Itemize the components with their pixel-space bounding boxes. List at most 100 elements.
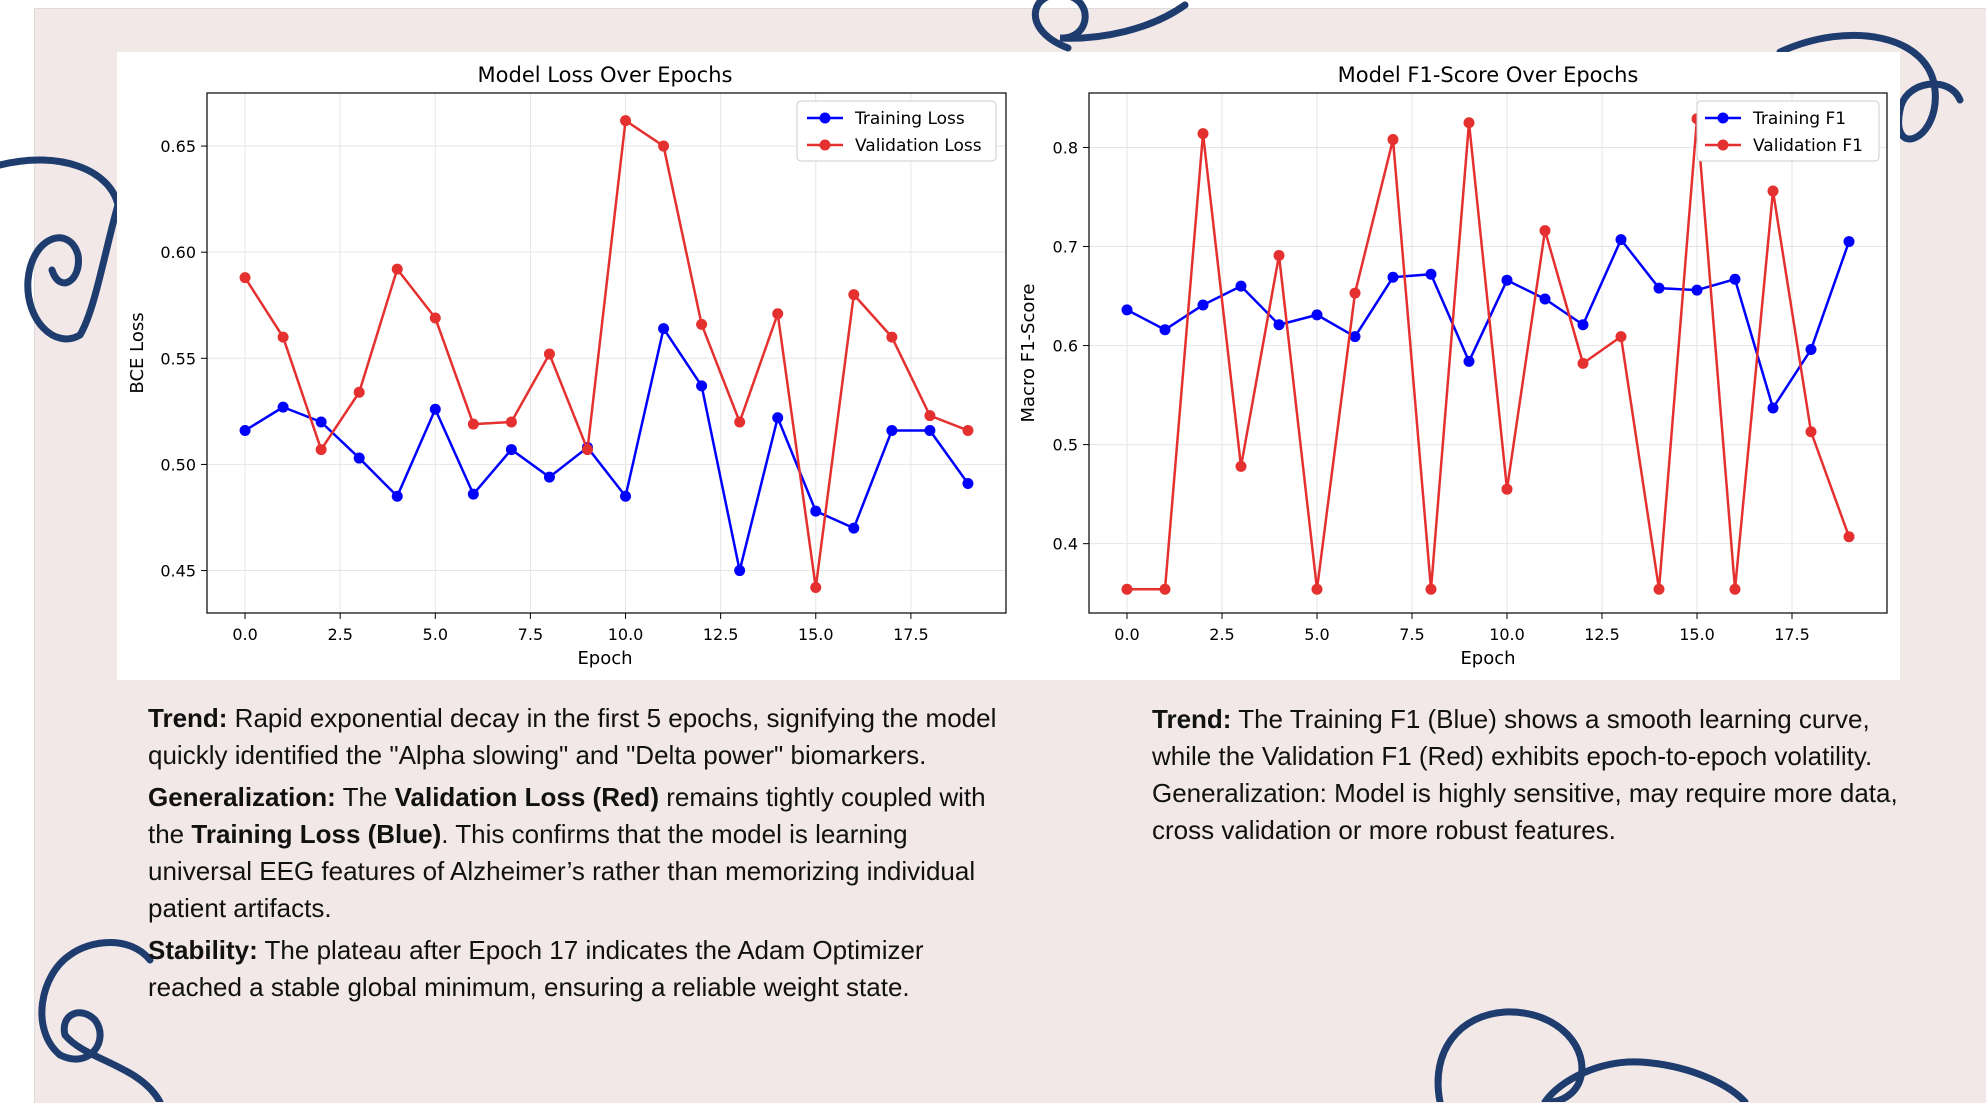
f1-x-tick-label: 17.5 [1774, 625, 1810, 644]
loss-x-tick-label: 12.5 [703, 625, 739, 644]
f1-validation-point [1615, 331, 1627, 343]
loss-training-point [429, 403, 441, 415]
f1-training-point [1273, 319, 1285, 331]
f1-legend: Training F1 Validation F1 [1696, 100, 1880, 162]
loss-validation-point [315, 444, 327, 456]
f1-x-tick-label: 12.5 [1584, 625, 1620, 644]
f1-training-point [1387, 271, 1399, 283]
loss-validation-point [429, 312, 441, 324]
f1-x-tick-label: 10.0 [1489, 625, 1525, 644]
loss-validation-point [353, 386, 365, 398]
loss-x-tick-label: 7.5 [518, 625, 543, 644]
loss-generalization-bold-2: Training Loss (Blue) [191, 819, 442, 849]
loss-training-point [696, 380, 708, 392]
loss-validation-point [505, 416, 517, 428]
loss-training-point [734, 565, 746, 577]
f1-validation-line [1127, 117, 1851, 591]
f1-training-point [1463, 355, 1475, 367]
loss-training-point [848, 522, 860, 534]
loss-y-axis-label: BCE Loss [127, 312, 148, 393]
f1-commentary: Trend: The Training F1 (Blue) shows a sm… [1152, 701, 1932, 849]
loss-validation-point [734, 416, 746, 428]
f1-validation-point [1805, 426, 1817, 438]
loss-validation-point [391, 263, 403, 275]
f1-training-point [1311, 309, 1323, 321]
loss-training-point [277, 401, 289, 413]
f1-legend-validation-marker [1717, 139, 1729, 151]
loss-y-tick-label: 0.55 [160, 349, 196, 368]
f1-x-ticks: 0.0 2.5 5.0 7.5 10.0 12.5 15.0 17.5 [1114, 613, 1810, 644]
loss-validation-point [696, 318, 708, 330]
loss-training-point [353, 452, 365, 464]
f1-training-point [1425, 268, 1437, 280]
f1-y-tick-label: 0.4 [1053, 535, 1078, 554]
loss-training-point [810, 505, 822, 517]
loss-training-point [391, 490, 403, 502]
loss-validation-point [467, 418, 479, 430]
f1-trend-paragraph: Trend: The Training F1 (Blue) shows a sm… [1152, 701, 1932, 775]
loss-legend-box [796, 100, 997, 162]
loss-training-point [467, 488, 479, 500]
f1-x-tick-label: 5.0 [1304, 625, 1329, 644]
loss-trend-label: Trend: [148, 703, 228, 733]
loss-stability-label: Stability: [148, 935, 258, 965]
f1-y-ticks: 0.4 0.5 0.6 0.7 0.8 [1053, 138, 1089, 554]
loss-training-point [543, 471, 555, 483]
loss-trend-paragraph: Trend: Rapid exponential decay in the fi… [148, 700, 998, 774]
loss-y-tick-label: 0.65 [160, 137, 196, 156]
loss-validation-point [239, 272, 251, 284]
f1-training-point [1349, 331, 1361, 343]
f1-legend-training-marker [1717, 112, 1729, 124]
f1-y-tick-label: 0.6 [1053, 337, 1078, 356]
f1-training-point [1767, 402, 1779, 414]
f1-validation-point [1767, 185, 1779, 197]
loss-validation-point [924, 410, 936, 422]
loss-plot-frame [206, 92, 1007, 614]
loss-training-point [658, 323, 670, 335]
loss-validation-point [277, 331, 289, 343]
loss-y-tick-label: 0.45 [160, 562, 196, 581]
loss-x-axis-label: Epoch [577, 648, 632, 669]
f1-validation-point [1197, 128, 1209, 140]
f1-validation-point [1235, 460, 1247, 472]
loss-trend-text: Rapid exponential decay in the first 5 e… [148, 703, 997, 770]
loss-training-point [962, 478, 974, 490]
f1-generalization-paragraph: Generalization: Model is highly sensitiv… [1152, 778, 1898, 845]
f1-validation-point [1653, 583, 1665, 595]
f1-lines [1121, 113, 1855, 595]
loss-validation-point [772, 308, 784, 320]
f1-grid [1089, 93, 1887, 613]
loss-validation-point [962, 424, 974, 436]
f1-y-axis-label: Macro F1-Score [1018, 284, 1039, 423]
f1-training-point [1653, 282, 1665, 294]
loss-x-tick-label: 0.0 [232, 625, 257, 644]
loss-training-line [244, 327, 969, 572]
loss-generalization-bold-1: Validation Loss (Red) [394, 782, 659, 812]
f1-legend-validation-label: Validation F1 [1753, 136, 1863, 156]
loss-validation-point [658, 140, 670, 152]
f1-training-point [1501, 274, 1513, 286]
loss-legend: Training Loss Validation Loss [796, 100, 997, 162]
loss-validation-point [543, 348, 555, 360]
charts-panel: Model Loss Over Epochs 0.0 2.5 5.0 7.5 10.0 1… [117, 52, 1900, 680]
loss-x-tick-label: 17.5 [893, 625, 929, 644]
loss-chart: Model Loss Over Epochs 0.0 2.5 5.0 7.5 10.0 1… [127, 63, 1007, 669]
loss-generalization-text-1: The [335, 782, 395, 812]
f1-validation-point [1121, 583, 1133, 595]
f1-legend-box [1696, 100, 1880, 162]
f1-validation-point [1273, 249, 1285, 261]
f1-validation-point [1463, 117, 1475, 129]
loss-x-ticks: 0.0 2.5 5.0 7.5 10.0 12.5 15.0 17.5 [232, 613, 929, 644]
f1-training-point [1805, 344, 1817, 356]
loss-y-tick-label: 0.50 [160, 455, 196, 474]
loss-generalization-text-3: . This confirms that the model is learni… [148, 819, 976, 923]
f1-y-tick-label: 0.8 [1053, 138, 1078, 157]
f1-validation-point [1425, 583, 1437, 595]
f1-training-point [1539, 293, 1551, 305]
loss-stability-paragraph: Stability: The plateau after Epoch 17 in… [148, 932, 998, 1006]
loss-x-tick-label: 5.0 [423, 625, 448, 644]
loss-y-ticks: 0.45 0.50 0.55 0.60 0.65 [160, 137, 207, 581]
loss-validation-line [243, 119, 969, 589]
f1-training-point [1577, 319, 1589, 331]
loss-training-point [315, 416, 327, 428]
